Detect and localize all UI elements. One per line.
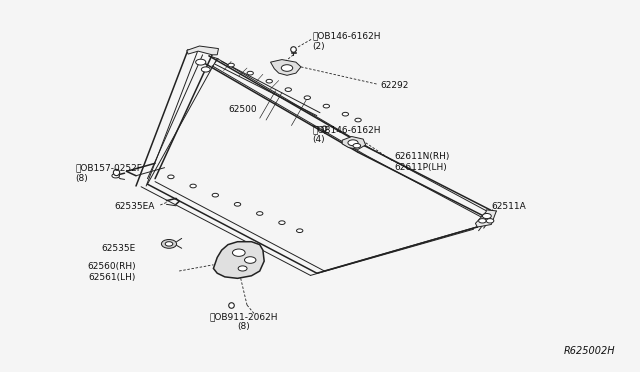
Circle shape (168, 175, 174, 179)
Circle shape (161, 240, 177, 248)
Circle shape (279, 221, 285, 224)
Text: R625002H: R625002H (563, 346, 615, 356)
Circle shape (212, 193, 218, 197)
Circle shape (483, 214, 492, 219)
Circle shape (342, 112, 349, 116)
Circle shape (238, 266, 247, 271)
Text: ⒷOB146-6162H
(2): ⒷOB146-6162H (2) (312, 32, 381, 51)
Circle shape (112, 174, 120, 178)
Text: 62535E: 62535E (102, 244, 136, 253)
Circle shape (348, 140, 358, 146)
Circle shape (323, 104, 330, 108)
Polygon shape (271, 60, 301, 76)
Circle shape (190, 184, 196, 188)
Circle shape (202, 67, 211, 72)
Circle shape (266, 79, 273, 83)
Circle shape (234, 202, 241, 206)
Polygon shape (476, 210, 497, 227)
Circle shape (244, 257, 256, 263)
Text: 62500: 62500 (228, 105, 257, 113)
Circle shape (247, 71, 253, 75)
Polygon shape (187, 46, 218, 55)
Polygon shape (213, 242, 264, 278)
Text: 62611N(RH)
62611P(LH): 62611N(RH) 62611P(LH) (395, 153, 450, 172)
Circle shape (196, 59, 206, 65)
Circle shape (479, 219, 486, 223)
Text: ⓃOB911-2062H
(8): ⓃOB911-2062H (8) (210, 312, 278, 331)
Circle shape (304, 96, 310, 100)
Circle shape (285, 88, 291, 92)
Circle shape (296, 229, 303, 232)
Circle shape (355, 118, 361, 122)
Text: ⒷOB157-0252F
(8): ⒷOB157-0252F (8) (76, 163, 143, 183)
Circle shape (228, 63, 234, 67)
Text: 62511A: 62511A (492, 202, 526, 211)
Text: 62560(RH)
62561(LH): 62560(RH) 62561(LH) (88, 262, 136, 282)
Circle shape (353, 144, 360, 148)
Text: ⒷOB146-6162H
(4): ⒷOB146-6162H (4) (312, 125, 381, 144)
Circle shape (257, 212, 263, 215)
Circle shape (165, 242, 173, 246)
Circle shape (282, 65, 292, 71)
Polygon shape (342, 137, 365, 149)
Circle shape (486, 219, 494, 223)
Text: 62292: 62292 (380, 81, 409, 90)
Text: 62535EA: 62535EA (115, 202, 155, 211)
Circle shape (232, 249, 245, 256)
